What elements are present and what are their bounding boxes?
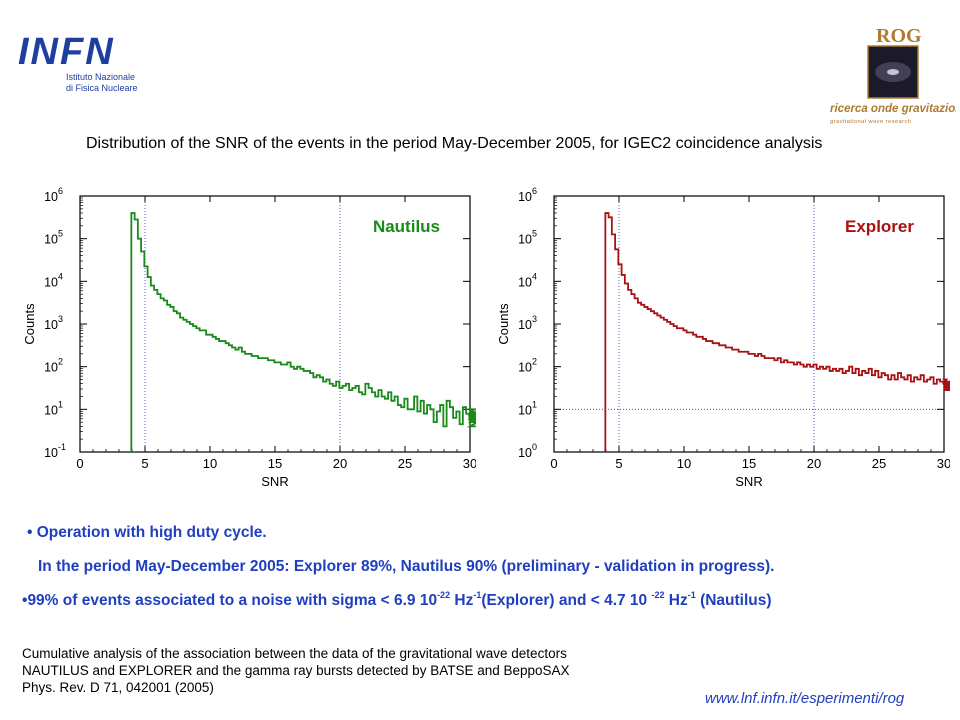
nautilus-ytick-exp-4: 4 xyxy=(58,271,63,281)
slide-heading: Distribution of the SNR of the events in… xyxy=(86,135,823,152)
bullet-noise-p2: Hz xyxy=(450,592,474,609)
nautilus-xlabel: SNR xyxy=(261,474,288,489)
nautilus-ytick-exp-3: 3 xyxy=(58,314,63,324)
reference-line-1: Cumulative analysis of the association b… xyxy=(22,646,567,661)
explorer-ytick-exp-0: 0 xyxy=(532,442,537,452)
explorer-ytick-exp-6: 6 xyxy=(532,186,537,196)
infn-subtitle-1: Istituto Nazionale xyxy=(66,72,135,82)
infn-wordmark: INFN xyxy=(18,31,115,73)
nautilus-xtick-label-2: 10 xyxy=(203,456,217,471)
bullet-duty-cycle-text: Operation with high duty cycle. xyxy=(36,524,267,541)
rog-subtitle-1: ricerca onde gravitazionali xyxy=(830,103,956,115)
nautilus-ytick-label-1: 10 xyxy=(44,403,58,417)
rog-logo: ROG ricerca onde gravitazionali gravitat… xyxy=(830,25,956,125)
rog-subtitle-2: gravitational wave research xyxy=(830,119,911,125)
explorer-xtick-label-2: 10 xyxy=(677,456,691,471)
nautilus-legend: Nautilus xyxy=(373,217,440,236)
nautilus-ytick-exp-0: -1 xyxy=(58,442,66,452)
bullet-noise-p3: (Explorer) and < 4.7 10 xyxy=(481,592,652,609)
nautilus-xtick-label-5: 25 xyxy=(398,456,412,471)
nautilus-ytick-label-6: 10 xyxy=(44,190,58,204)
explorer-legend: Explorer xyxy=(845,217,914,236)
bullet-noise-p5: (Nautilus) xyxy=(695,592,772,609)
explorer-ytick-label-5: 10 xyxy=(518,233,532,247)
bullet-noise-exp1: -22 xyxy=(437,590,451,600)
nautilus-ylabel: Counts xyxy=(22,303,37,345)
nautilus-xtick-label-3: 15 xyxy=(268,456,282,471)
bullet-noise-exp4: -1 xyxy=(687,590,696,600)
nautilus-ytick-exp-5: 5 xyxy=(58,229,63,239)
bullet-noise-p4: Hz xyxy=(664,592,688,609)
explorer-ytick-exp-1: 1 xyxy=(532,399,537,409)
nautilus-ytick-label-2: 10 xyxy=(44,361,58,375)
nautilus-ytick-exp-1: 1 xyxy=(58,399,63,409)
explorer-ytick-label-0: 10 xyxy=(518,446,532,460)
explorer-ytick-label-4: 10 xyxy=(518,275,532,289)
explorer-xtick-label-6: 30 xyxy=(937,456,950,471)
bullet-noise: •99% of events associated to a noise wit… xyxy=(22,590,772,609)
bullet-noise-exp3: -22 xyxy=(651,590,665,600)
bullet-noise-exp2: -1 xyxy=(473,590,482,600)
explorer-xtick-label-4: 20 xyxy=(807,456,821,471)
reference-line-2: NAUTILUS and EXPLORER and the gamma ray … xyxy=(22,663,570,678)
nautilus-ytick-exp-2: 2 xyxy=(58,357,63,367)
bullet-period: In the period May-December 2005: Explore… xyxy=(38,558,775,575)
rog-galaxy-core xyxy=(887,69,899,75)
explorer-xlabel: SNR xyxy=(735,474,762,489)
infn-subtitle-2: di Fisica Nucleare xyxy=(66,83,138,93)
reference-line-3: Phys. Rev. D 71, 042001 (2005) xyxy=(22,680,214,695)
explorer-ytick-exp-5: 5 xyxy=(532,229,537,239)
nautilus-ytick-label-0: 10 xyxy=(44,446,58,460)
nautilus-ytick-label-5: 10 xyxy=(44,233,58,247)
explorer-ytick-label-1: 10 xyxy=(518,403,532,417)
infn-logo: INFN Istituto Nazionale di Fisica Nuclea… xyxy=(18,31,138,93)
explorer-ytick-exp-2: 2 xyxy=(532,357,537,367)
explorer-xtick-label-5: 25 xyxy=(872,456,886,471)
explorer-ytick-exp-4: 4 xyxy=(532,271,537,281)
explorer-xtick-label-3: 15 xyxy=(742,456,756,471)
bullet-noise-p1: 99% of events associated to a noise with… xyxy=(27,592,438,609)
bullet-duty-cycle: • Operation with high duty cycle. xyxy=(27,524,267,541)
explorer-xtick-label-1: 5 xyxy=(615,456,622,471)
explorer-ytick-label-3: 10 xyxy=(518,318,532,332)
explorer-histogram xyxy=(604,212,950,452)
nautilus-xtick-label-4: 20 xyxy=(333,456,347,471)
explorer-ylabel: Counts xyxy=(496,303,511,345)
nautilus-xtick-label-0: 0 xyxy=(76,456,83,471)
explorer-ytick-label-2: 10 xyxy=(518,361,532,375)
explorer-xtick-label-0: 0 xyxy=(550,456,557,471)
nautilus-histogram xyxy=(130,212,476,452)
nautilus-ytick-label-4: 10 xyxy=(44,275,58,289)
nautilus-xtick-label-6: 30 xyxy=(463,456,476,471)
website-link[interactable]: www.lnf.infn.it/esperimenti/rog xyxy=(705,690,905,707)
explorer-ytick-exp-3: 3 xyxy=(532,314,537,324)
nautilus-xtick-label-1: 5 xyxy=(141,456,148,471)
nautilus-ytick-label-3: 10 xyxy=(44,318,58,332)
nautilus-ytick-exp-6: 6 xyxy=(58,186,63,196)
reference-block: Cumulative analysis of the association b… xyxy=(22,645,570,696)
explorer-ytick-label-6: 10 xyxy=(518,190,532,204)
rog-wordmark: ROG xyxy=(876,25,922,47)
